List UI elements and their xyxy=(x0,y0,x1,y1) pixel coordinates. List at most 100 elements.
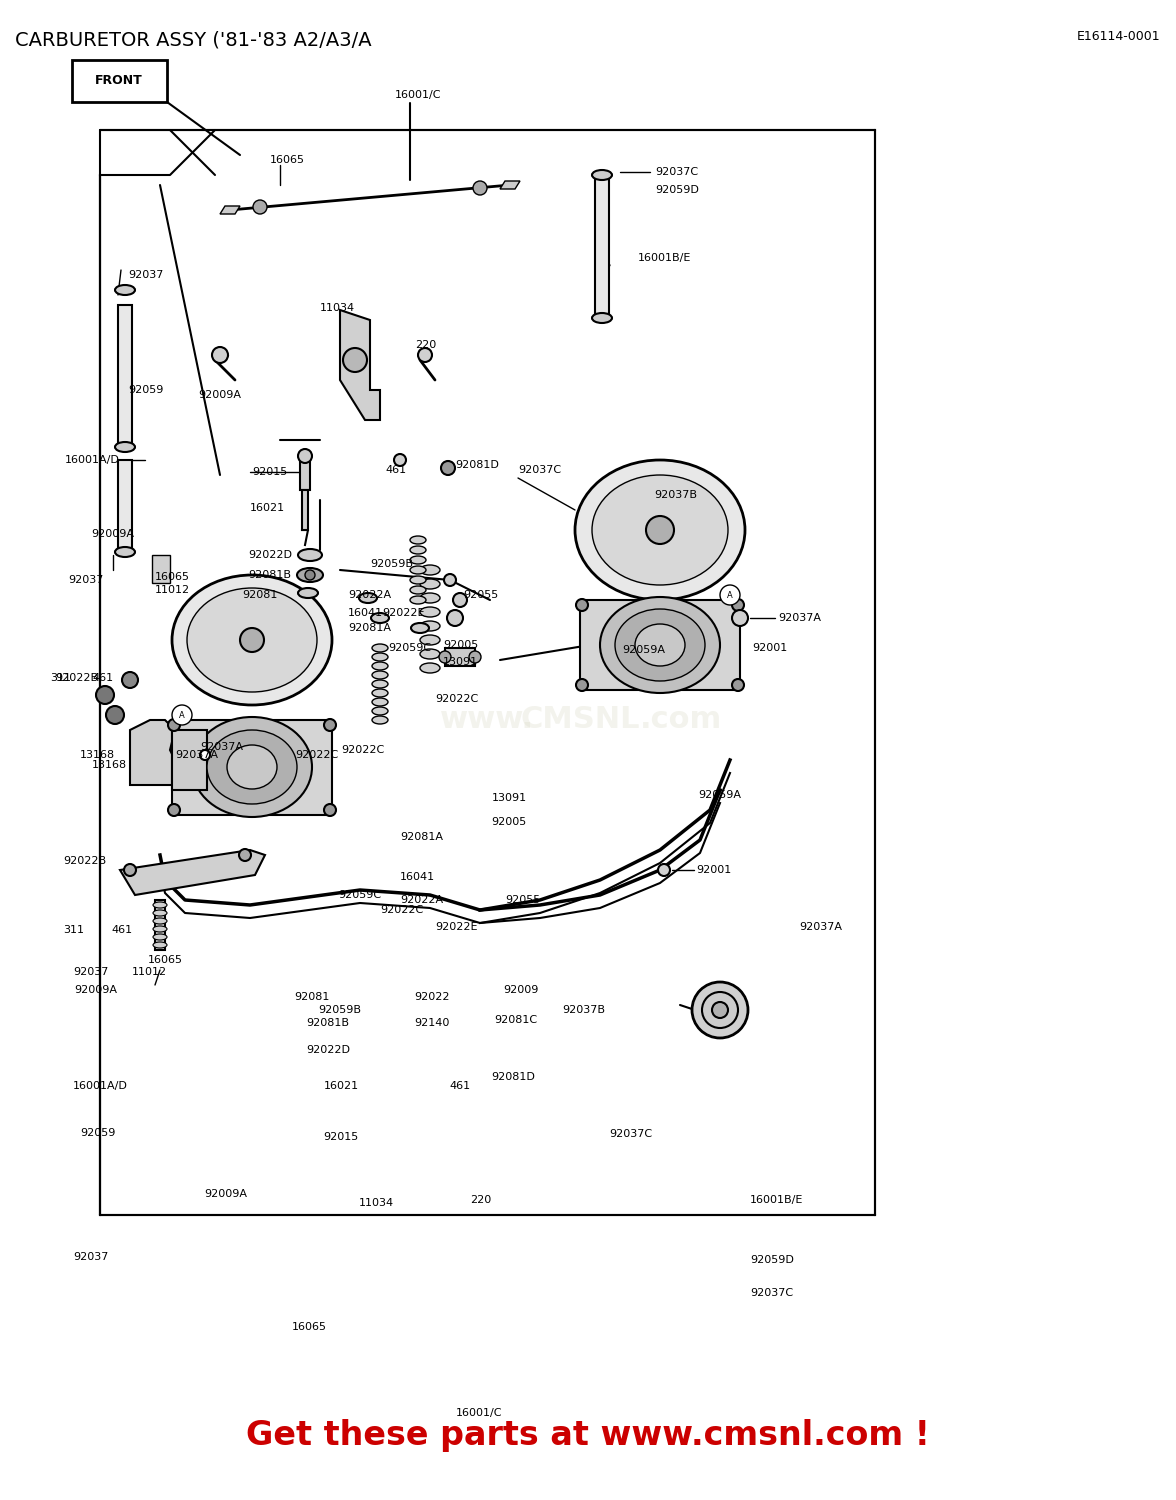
Circle shape xyxy=(123,864,136,876)
Text: 92059B: 92059B xyxy=(370,560,414,568)
Text: 11034: 11034 xyxy=(320,303,355,313)
Ellipse shape xyxy=(153,934,167,940)
Bar xyxy=(152,555,171,584)
Text: 92059D: 92059D xyxy=(655,184,699,195)
Text: 311: 311 xyxy=(51,674,71,682)
Circle shape xyxy=(691,982,748,1038)
Circle shape xyxy=(453,592,467,608)
Bar xyxy=(118,304,132,446)
Text: 92022E: 92022E xyxy=(435,922,477,932)
Text: 92022: 92022 xyxy=(414,993,449,1002)
Circle shape xyxy=(646,516,674,544)
Ellipse shape xyxy=(410,586,426,594)
Circle shape xyxy=(106,706,123,724)
Text: 92081A: 92081A xyxy=(348,622,390,633)
Circle shape xyxy=(168,804,180,816)
Bar xyxy=(580,600,740,690)
Text: 92015: 92015 xyxy=(323,1132,359,1142)
Ellipse shape xyxy=(615,609,704,681)
Circle shape xyxy=(473,182,487,195)
Ellipse shape xyxy=(420,663,440,674)
Circle shape xyxy=(239,849,250,861)
Ellipse shape xyxy=(372,706,388,716)
Bar xyxy=(118,460,132,550)
Bar xyxy=(172,730,207,790)
Text: 11012: 11012 xyxy=(132,968,167,976)
Text: www.: www. xyxy=(440,705,534,735)
Text: 92022E: 92022E xyxy=(382,608,425,618)
Circle shape xyxy=(168,718,180,730)
Text: A: A xyxy=(727,591,733,600)
Text: 92059B: 92059B xyxy=(318,1005,361,1016)
Text: 92037C: 92037C xyxy=(655,166,699,177)
Text: 92037A: 92037A xyxy=(175,750,218,760)
Circle shape xyxy=(305,570,315,580)
Ellipse shape xyxy=(153,942,167,948)
Text: Get these parts at www.cmsnl.com !: Get these parts at www.cmsnl.com ! xyxy=(246,1419,930,1452)
Circle shape xyxy=(343,348,367,372)
Text: 16001B/E: 16001B/E xyxy=(639,254,691,262)
Circle shape xyxy=(122,672,138,688)
Text: 92001: 92001 xyxy=(753,644,788,652)
Circle shape xyxy=(469,651,481,663)
Text: 92022D: 92022D xyxy=(306,1046,349,1054)
Bar xyxy=(155,900,165,950)
Ellipse shape xyxy=(153,918,167,924)
Text: 16001/C: 16001/C xyxy=(395,90,441,101)
Ellipse shape xyxy=(575,460,746,600)
Ellipse shape xyxy=(115,285,135,296)
Text: 92022B: 92022B xyxy=(64,856,107,865)
Ellipse shape xyxy=(410,556,426,564)
Polygon shape xyxy=(340,310,380,420)
Circle shape xyxy=(445,574,456,586)
Text: 13168: 13168 xyxy=(80,750,115,760)
Ellipse shape xyxy=(592,476,728,585)
Ellipse shape xyxy=(420,566,440,574)
Text: 92037A: 92037A xyxy=(800,922,843,932)
Text: 16065: 16065 xyxy=(270,154,305,165)
Text: 92022C: 92022C xyxy=(341,746,385,754)
Text: 92015: 92015 xyxy=(252,466,287,477)
Bar xyxy=(595,176,609,315)
Text: 92081: 92081 xyxy=(242,590,278,600)
Text: .com: .com xyxy=(640,705,722,735)
Text: 92037B: 92037B xyxy=(562,1005,604,1016)
Text: 92009A: 92009A xyxy=(205,1190,248,1198)
Text: 92005: 92005 xyxy=(492,818,527,827)
Ellipse shape xyxy=(298,568,323,582)
Text: 92059A: 92059A xyxy=(622,645,664,656)
Text: 92081C: 92081C xyxy=(494,1016,537,1025)
Text: 16001A/D: 16001A/D xyxy=(65,454,120,465)
Text: 92081A: 92081A xyxy=(400,833,443,842)
Circle shape xyxy=(441,460,455,476)
Ellipse shape xyxy=(298,588,318,598)
Text: 92037C: 92037C xyxy=(609,1130,653,1138)
Text: 16001B/E: 16001B/E xyxy=(750,1196,803,1204)
Text: 92059D: 92059D xyxy=(750,1256,794,1264)
Text: 92037: 92037 xyxy=(128,270,163,280)
Text: 92022C: 92022C xyxy=(380,904,423,915)
Text: 92009: 92009 xyxy=(503,986,539,994)
Text: 92009A: 92009A xyxy=(198,390,241,400)
Text: 92037C: 92037C xyxy=(750,1288,794,1298)
Text: 92009A: 92009A xyxy=(74,986,116,994)
Circle shape xyxy=(711,1002,728,1019)
Text: 13091: 13091 xyxy=(492,794,527,802)
Ellipse shape xyxy=(372,680,388,688)
Circle shape xyxy=(576,680,588,692)
Ellipse shape xyxy=(153,926,167,932)
Circle shape xyxy=(253,200,267,214)
Circle shape xyxy=(702,992,739,1028)
Text: A: A xyxy=(179,711,185,720)
Polygon shape xyxy=(131,720,175,784)
Circle shape xyxy=(659,864,670,876)
Ellipse shape xyxy=(370,614,389,622)
Ellipse shape xyxy=(420,621,440,632)
Ellipse shape xyxy=(635,624,684,666)
Ellipse shape xyxy=(410,576,426,584)
Ellipse shape xyxy=(372,670,388,680)
Ellipse shape xyxy=(410,546,426,554)
Ellipse shape xyxy=(372,662,388,670)
Text: CARBURETOR ASSY ('81-'83 A2/A3/A: CARBURETOR ASSY ('81-'83 A2/A3/A xyxy=(15,30,372,50)
Ellipse shape xyxy=(372,698,388,706)
